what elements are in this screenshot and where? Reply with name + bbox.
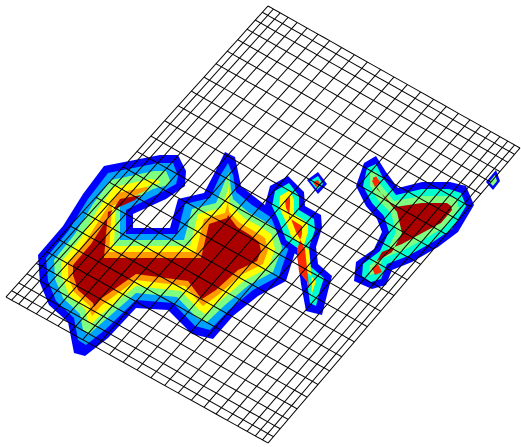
mesh-line-v xyxy=(215,63,471,207)
mesh-line-v xyxy=(5,296,269,444)
contour-level-band xyxy=(73,195,261,307)
mesh-line-v xyxy=(11,290,274,438)
mesh-line-v xyxy=(26,273,289,420)
mesh-line-v xyxy=(237,39,492,183)
mesh-line-v xyxy=(227,50,482,195)
mesh-line-v xyxy=(246,28,501,173)
mesh-line-v xyxy=(69,225,330,372)
mesh-line-v xyxy=(177,105,434,250)
mesh-line-v xyxy=(36,262,298,410)
mesh-line-v xyxy=(46,251,308,398)
contour-level-band xyxy=(285,197,309,290)
mesh-line-v xyxy=(57,238,319,385)
mesh-line-v xyxy=(203,76,459,221)
mesh-line-v xyxy=(262,11,515,155)
mesh-line-v xyxy=(82,211,342,358)
contour-region-group xyxy=(38,152,500,356)
mesh-line-v xyxy=(164,120,421,265)
mesh-grid xyxy=(5,5,521,444)
mesh-line-v xyxy=(267,5,521,149)
contour-blob xyxy=(38,152,297,356)
contour-level-band xyxy=(373,177,452,266)
mesh-line-v xyxy=(122,166,381,312)
mesh-line-v xyxy=(109,181,368,328)
mesh-line-v xyxy=(150,135,408,281)
contour-level-band xyxy=(372,176,380,187)
mesh-line-v xyxy=(18,282,281,430)
mesh-line-v xyxy=(95,196,355,343)
contour-blob xyxy=(307,172,327,194)
contour-blob xyxy=(372,176,380,187)
mesh-line-v xyxy=(255,19,509,163)
mesh-line-v xyxy=(136,151,395,296)
mesh-line-v xyxy=(191,90,447,235)
